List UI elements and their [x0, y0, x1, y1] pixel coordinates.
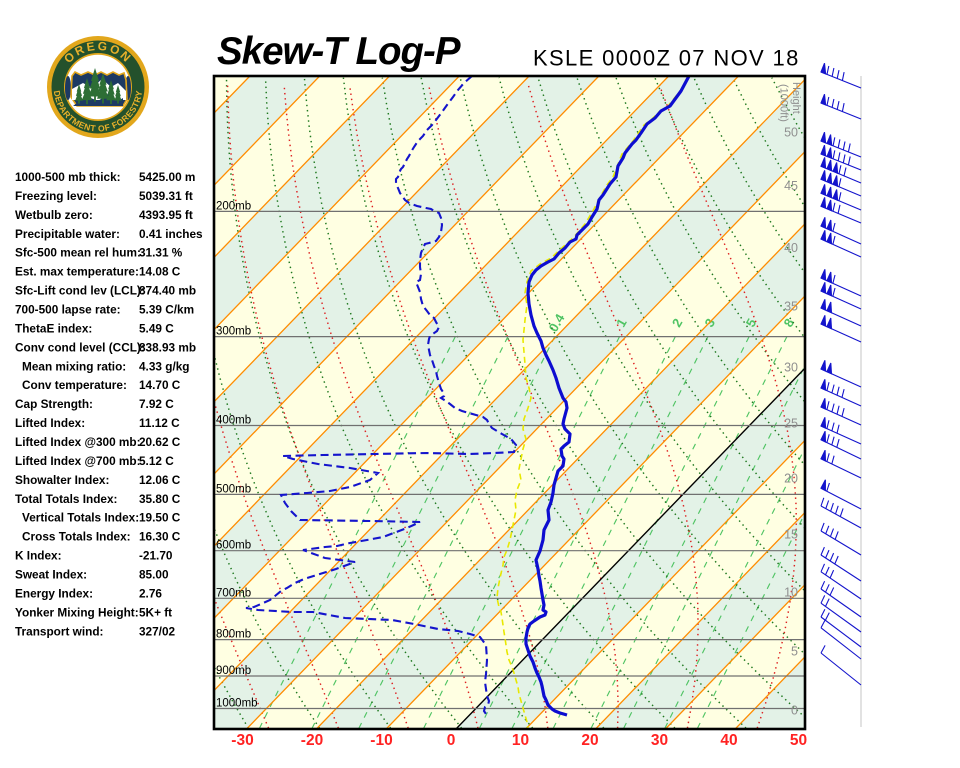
svg-text:Cap Strength:: Cap Strength:	[15, 397, 93, 411]
svg-text:5.49 C: 5.49 C	[139, 321, 174, 335]
svg-text:Transport wind:: Transport wind:	[15, 624, 103, 638]
svg-text:20: 20	[784, 472, 798, 486]
svg-text:85.00: 85.00	[139, 568, 169, 582]
svg-text:Freezing level:: Freezing level:	[15, 189, 97, 203]
svg-text:-30: -30	[231, 732, 253, 749]
svg-text:40: 40	[720, 732, 737, 749]
svg-text:30: 30	[651, 732, 668, 749]
svg-text:Total Totals Index:: Total Totals Index:	[15, 492, 117, 506]
svg-text:10: 10	[784, 586, 798, 600]
svg-text:45: 45	[784, 179, 798, 193]
svg-text:700mb: 700mb	[216, 587, 251, 599]
svg-text:-20: -20	[301, 732, 323, 749]
svg-text:12.06 C: 12.06 C	[139, 473, 181, 487]
svg-text:-10: -10	[370, 732, 392, 749]
svg-text:KSLE 0000Z 07 NOV 18: KSLE 0000Z 07 NOV 18	[533, 46, 800, 71]
svg-text:2.76: 2.76	[139, 587, 162, 601]
svg-text:1000-500 mb thick:: 1000-500 mb thick:	[15, 170, 121, 184]
svg-text:Sfc-500 mean rel hum:: Sfc-500 mean rel hum:	[15, 246, 141, 260]
svg-text:0.41 inches: 0.41 inches	[139, 227, 203, 241]
svg-text:5.12 C: 5.12 C	[139, 454, 174, 468]
svg-text:0: 0	[447, 732, 456, 749]
svg-text:15: 15	[784, 528, 798, 542]
svg-text:20.62 C: 20.62 C	[139, 435, 181, 449]
svg-text:Conv cond level (CCL):: Conv cond level (CCL):	[15, 340, 145, 354]
svg-text:800mb: 800mb	[216, 629, 251, 641]
svg-text:700-500 lapse rate:: 700-500 lapse rate:	[15, 303, 121, 317]
svg-text:20: 20	[581, 732, 598, 749]
svg-text:35: 35	[784, 300, 798, 314]
svg-text:Conv temperature:: Conv temperature:	[22, 378, 127, 392]
svg-text:14.08 C: 14.08 C	[139, 265, 181, 279]
svg-text:5K+ ft: 5K+ ft	[139, 605, 172, 619]
svg-text:5.39 C/km: 5.39 C/km	[139, 303, 194, 317]
svg-text:Sweat Index:: Sweat Index:	[15, 568, 87, 582]
svg-text:5039.31 ft: 5039.31 ft	[139, 189, 193, 203]
svg-text:Mean mixing ratio:: Mean mixing ratio:	[22, 359, 126, 373]
svg-text:11.12 C: 11.12 C	[139, 416, 180, 430]
svg-text:50: 50	[784, 126, 798, 140]
svg-text:200mb: 200mb	[216, 200, 251, 212]
svg-text:5: 5	[791, 645, 798, 659]
svg-text:19.50 C: 19.50 C	[139, 511, 181, 525]
svg-text:ThetaE index:: ThetaE index:	[15, 321, 92, 335]
svg-text:900mb: 900mb	[216, 665, 251, 677]
svg-text:Height(1000ft): Height(1000ft)	[778, 82, 803, 122]
svg-text:Yonker Mixing Height:: Yonker Mixing Height:	[15, 605, 139, 619]
svg-text:Wetbulb zero:: Wetbulb zero:	[15, 208, 93, 222]
svg-text:600mb: 600mb	[216, 540, 251, 552]
svg-text:Vertical Totals Index:: Vertical Totals Index:	[22, 511, 139, 525]
svg-text:30: 30	[784, 361, 798, 375]
svg-text:50: 50	[790, 732, 807, 749]
svg-text:14.70 C: 14.70 C	[139, 378, 181, 392]
svg-text:10: 10	[512, 732, 529, 749]
svg-text:Precipitable water:: Precipitable water:	[15, 227, 120, 241]
svg-text:Lifted Index @700 mb:: Lifted Index @700 mb:	[15, 454, 141, 468]
svg-text:4393.95 ft: 4393.95 ft	[139, 208, 193, 222]
svg-text:Lifted Index:: Lifted Index:	[15, 416, 85, 430]
svg-text:327/02: 327/02	[139, 624, 176, 638]
svg-text:Energy Index:: Energy Index:	[15, 587, 93, 601]
svg-text:300mb: 300mb	[216, 326, 251, 338]
svg-text:Est. max temperature:: Est. max temperature:	[15, 265, 139, 279]
svg-text:40: 40	[784, 241, 798, 255]
svg-text:Cross Totals Index:: Cross Totals Index:	[22, 530, 131, 544]
svg-text:35.80 C: 35.80 C	[139, 492, 181, 506]
svg-text:5425.00 m: 5425.00 m	[139, 170, 195, 184]
svg-text:874.40 mb: 874.40 mb	[139, 284, 196, 298]
svg-text:4.33 g/kg: 4.33 g/kg	[139, 359, 190, 373]
svg-text:400mb: 400mb	[216, 415, 251, 427]
svg-text:K Index:: K Index:	[15, 549, 62, 563]
svg-text:1000mb: 1000mb	[216, 698, 258, 710]
svg-text:Lifted Index @300 mb:: Lifted Index @300 mb:	[15, 435, 141, 449]
svg-text:Showalter Index:: Showalter Index:	[15, 473, 109, 487]
svg-text:500mb: 500mb	[216, 483, 251, 495]
svg-text:838.93 mb: 838.93 mb	[139, 340, 196, 354]
svg-text:7.92 C: 7.92 C	[139, 397, 174, 411]
svg-text:Skew-T Log-P: Skew-T Log-P	[217, 30, 461, 73]
svg-text:0: 0	[791, 704, 798, 718]
svg-text:16.30 C: 16.30 C	[139, 530, 181, 544]
svg-text:Sfc-Lift cond lev (LCL):: Sfc-Lift cond lev (LCL):	[15, 284, 145, 298]
svg-text:31.31 %: 31.31 %	[139, 246, 183, 260]
svg-text:25: 25	[784, 417, 798, 431]
svg-text:-21.70: -21.70	[139, 549, 173, 563]
